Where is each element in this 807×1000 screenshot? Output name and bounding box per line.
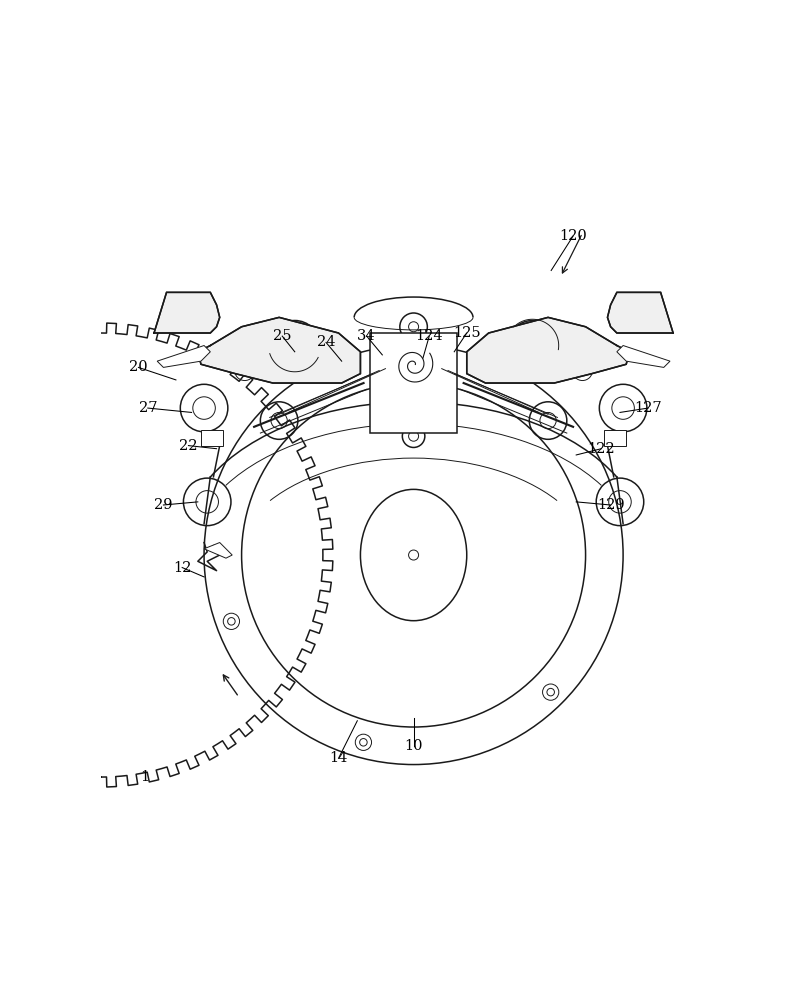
Polygon shape <box>617 346 670 367</box>
Text: 29: 29 <box>154 498 173 512</box>
Text: 34: 34 <box>358 329 376 343</box>
Text: 125: 125 <box>453 326 480 340</box>
Bar <box>370 333 458 433</box>
Text: 14: 14 <box>329 751 348 765</box>
Bar <box>604 430 626 446</box>
Polygon shape <box>466 317 629 383</box>
Text: 120: 120 <box>559 229 587 243</box>
Polygon shape <box>198 317 361 383</box>
Text: 122: 122 <box>587 442 615 456</box>
Text: 27: 27 <box>139 401 157 415</box>
Text: 22: 22 <box>179 439 198 453</box>
Polygon shape <box>608 292 673 333</box>
Text: 1: 1 <box>140 770 149 784</box>
Text: 12: 12 <box>173 561 191 575</box>
Polygon shape <box>154 292 220 333</box>
Bar <box>201 430 223 446</box>
Text: 124: 124 <box>416 329 443 343</box>
Text: 127: 127 <box>634 401 662 415</box>
Text: 10: 10 <box>404 739 423 753</box>
Polygon shape <box>204 543 232 558</box>
Text: 24: 24 <box>317 335 335 349</box>
Text: 20: 20 <box>129 360 148 374</box>
Text: 25: 25 <box>273 329 291 343</box>
Text: 129: 129 <box>597 498 625 512</box>
Polygon shape <box>157 346 211 367</box>
